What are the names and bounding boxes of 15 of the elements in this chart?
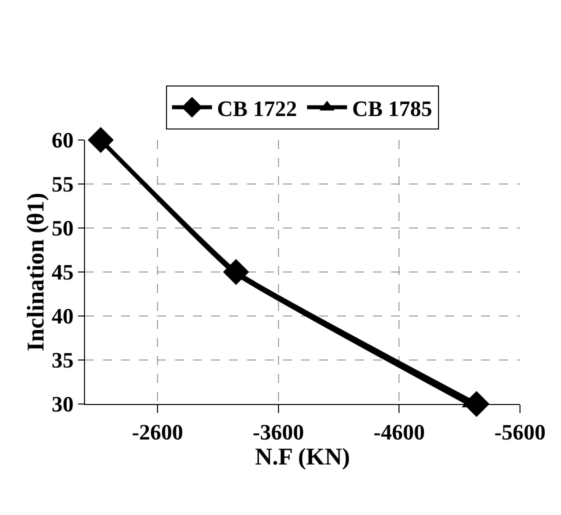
legend-label: CB 1722 [217,96,298,121]
y-tick-label: 50 [52,216,74,241]
y-tick-label: 60 [52,128,74,153]
y-tick-label: 35 [52,348,74,373]
x-axis-title: N.F (KN) [254,444,350,470]
x-tick-label: -2600 [132,419,184,444]
legend-label: CB 1785 [352,96,432,121]
y-axis-title: Inclination (θ1) [24,192,50,352]
y-tick-label: 45 [52,260,74,285]
x-tick-label: -5600 [494,419,546,444]
y-tick-label: 55 [52,172,74,197]
y-tick-label: 40 [52,304,74,329]
x-tick-label: -3600 [252,419,304,444]
y-tick-label: 30 [52,392,74,417]
x-tick-label: -4600 [374,419,425,444]
